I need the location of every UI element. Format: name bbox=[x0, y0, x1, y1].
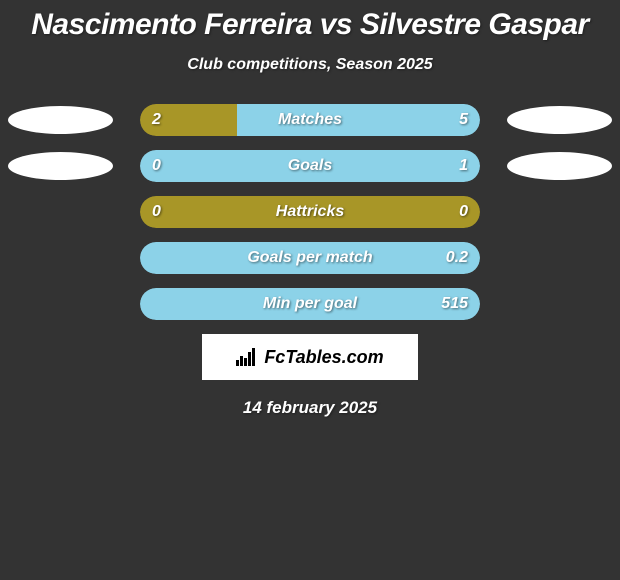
metric-row: 0 0 Hattricks bbox=[0, 196, 620, 228]
date-label: 14 february 2025 bbox=[0, 398, 620, 418]
value-right: 0 bbox=[459, 203, 468, 221]
page-title: Nascimento Ferreira vs Silvestre Gaspar bbox=[0, 0, 620, 42]
bar-container: 2 5 Matches bbox=[140, 104, 480, 136]
metric-label: Matches bbox=[278, 111, 342, 129]
value-left: 0 bbox=[152, 203, 161, 221]
player-avatar-left bbox=[8, 106, 113, 134]
value-right: 5 bbox=[459, 111, 468, 129]
metric-row: 515 Min per goal bbox=[0, 288, 620, 320]
bar-container: 0 1 Goals bbox=[140, 150, 480, 182]
metric-label: Goals bbox=[288, 157, 332, 175]
value-right: 515 bbox=[441, 295, 468, 313]
metric-row: 0 1 Goals bbox=[0, 150, 620, 182]
player-avatar-right bbox=[507, 106, 612, 134]
metric-label: Goals per match bbox=[247, 249, 372, 267]
bar-container: 515 Min per goal bbox=[140, 288, 480, 320]
metric-label: Min per goal bbox=[263, 295, 357, 313]
logo-box: FcTables.com bbox=[202, 334, 418, 380]
bar-right bbox=[237, 104, 480, 136]
bar-container: 0 0 Hattricks bbox=[140, 196, 480, 228]
comparison-chart: 2 5 Matches 0 1 Goals 0 0 Hattricks 0.2 Goals per … bbox=[0, 104, 620, 320]
player-avatar-right bbox=[507, 152, 612, 180]
bar-container: 0.2 Goals per match bbox=[140, 242, 480, 274]
value-right: 0.2 bbox=[446, 249, 468, 267]
value-left: 2 bbox=[152, 111, 161, 129]
logo-text: FcTables.com bbox=[264, 347, 383, 368]
metric-row: 0.2 Goals per match bbox=[0, 242, 620, 274]
player-avatar-left bbox=[8, 152, 113, 180]
value-left: 0 bbox=[152, 157, 161, 175]
value-right: 1 bbox=[459, 157, 468, 175]
metric-row: 2 5 Matches bbox=[0, 104, 620, 136]
page-subtitle: Club competitions, Season 2025 bbox=[0, 56, 620, 74]
chart-icon bbox=[236, 348, 258, 366]
metric-label: Hattricks bbox=[276, 203, 344, 221]
